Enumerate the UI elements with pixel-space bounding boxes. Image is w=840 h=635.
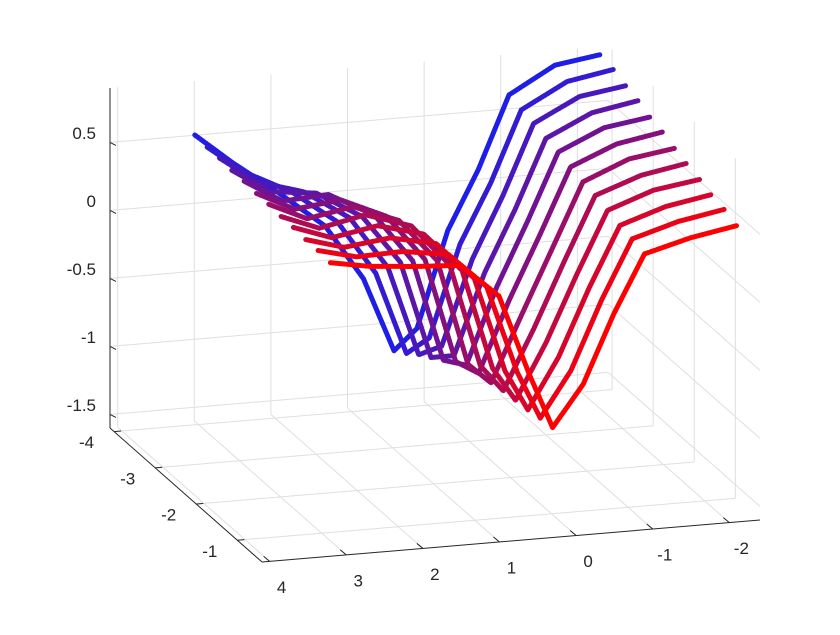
- y-tick-label: -3: [120, 469, 135, 488]
- grid-line: [577, 388, 730, 523]
- z-tick: [109, 345, 117, 350]
- z-tick: [109, 413, 117, 418]
- grid-line: [347, 407, 500, 543]
- x-tick: [416, 543, 424, 549]
- grid-line: [607, 304, 761, 439]
- data-line: [254, 129, 665, 376]
- x-tick-label: 4: [277, 578, 286, 597]
- data-line: [327, 223, 739, 431]
- x-tick-label: 3: [354, 571, 363, 590]
- x-tick-label: 2: [430, 565, 439, 584]
- y-tick: [155, 466, 163, 469]
- y-tick-label: -1: [202, 542, 217, 561]
- grid-line: [196, 461, 695, 505]
- grid-line: [237, 497, 736, 541]
- x-tick: [263, 555, 270, 562]
- x-tick-label: -2: [734, 539, 749, 558]
- grid-line: [155, 425, 654, 469]
- grid-line: [607, 372, 761, 507]
- z-tick-label: -1: [81, 328, 96, 347]
- z-tick-label: 0: [87, 192, 96, 211]
- grid-line: [500, 394, 654, 530]
- z-tick: [109, 209, 117, 214]
- y-tick-label: -2: [161, 506, 176, 525]
- grid-line: [607, 236, 761, 371]
- grid-line: [193, 420, 347, 556]
- grid-line: [109, 167, 609, 211]
- grid-line: [607, 168, 761, 303]
- data-line: [315, 206, 727, 421]
- grid-line: [117, 426, 270, 562]
- z-tick: [109, 277, 117, 282]
- y-tick-label: -4: [79, 433, 94, 452]
- grid-line: [423, 401, 577, 536]
- x-tick-label: -1: [657, 546, 672, 565]
- x-tick: [339, 549, 347, 556]
- x-tick: [646, 523, 654, 530]
- x-tick: [493, 536, 500, 543]
- y-tick: [237, 539, 245, 541]
- x-tick: [569, 530, 577, 536]
- x-tick-label: 1: [507, 558, 516, 577]
- x-tick-label: 0: [583, 552, 592, 571]
- data-line: [278, 160, 690, 394]
- x-axis: [261, 519, 761, 563]
- y-tick: [114, 430, 122, 433]
- data-line: [266, 145, 678, 386]
- z-tick: [109, 141, 117, 146]
- y-tick: [196, 502, 204, 505]
- z-tick-label: -0.5: [67, 260, 96, 279]
- y-axis: [109, 427, 263, 563]
- grid-line: [270, 414, 424, 549]
- data-line: [303, 192, 715, 413]
- z-tick-label: 0.5: [72, 124, 96, 143]
- data-line: [290, 177, 702, 403]
- data-line: [192, 52, 604, 354]
- x-tick: [723, 517, 730, 523]
- z-tick-label: -1.5: [67, 396, 96, 415]
